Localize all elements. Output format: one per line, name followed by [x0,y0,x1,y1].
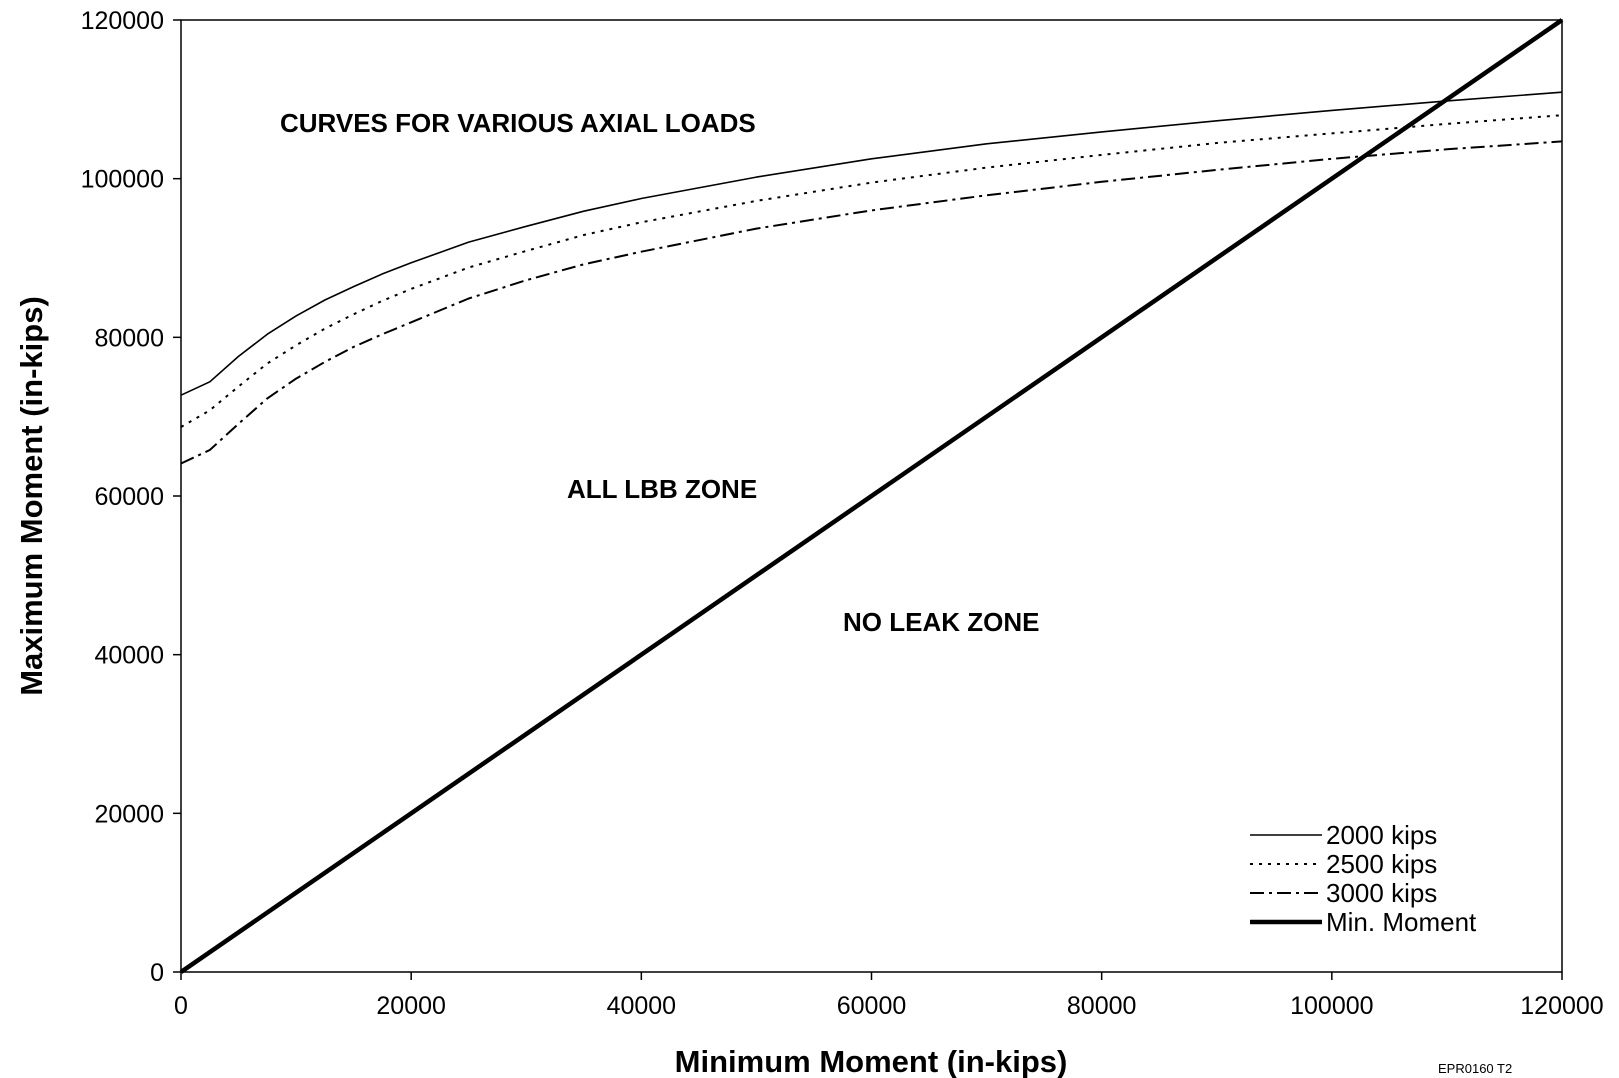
x-tick-label: 20000 [376,992,446,1020]
annotation-curves: CURVES FOR VARIOUS AXIAL LOADS [280,108,756,138]
y-tick-label: 20000 [94,800,164,828]
series-layer [179,18,1564,974]
y-tick-label: 100000 [81,166,164,194]
y-tick-label: 120000 [81,7,164,35]
y-tick-label: 0 [150,959,164,987]
x-tick-label: 40000 [607,992,677,1020]
y-axis-title: Maximum Moment (in-kips) [14,296,49,696]
x-tick-label: 120000 [1520,992,1603,1020]
series-2000-kips [180,91,1563,396]
figure-id: EPR0160 T2 [1438,1061,1512,1076]
annotation-no-leak-zone: NO LEAK ZONE [843,607,1039,637]
legend: 2000 kips 2500 kips 3000 kips Min. Momen… [1250,820,1477,937]
legend-label-2500: 2500 kips [1326,849,1437,879]
x-axis-title: Minimum Moment (in-kips) [675,1044,1068,1078]
series-2500-kips [180,114,1563,428]
x-tick-label: 0 [174,992,188,1020]
series-3000-kips [180,140,1563,465]
y-tick-label: 60000 [94,483,164,511]
x-tick-label: 80000 [1067,992,1137,1020]
series-min-moment [179,18,1564,974]
annotation-all-lbb-zone: ALL LBB ZONE [567,474,757,504]
x-axis-ticks: 0 20000 40000 60000 80000 100000 120000 [174,972,1604,1020]
x-tick-label: 100000 [1290,992,1373,1020]
y-axis-ticks: 0 20000 40000 60000 80000 100000 120000 [81,7,181,987]
y-tick-label: 40000 [94,642,164,670]
x-tick-label: 60000 [837,992,907,1020]
legend-label-2000: 2000 kips [1326,820,1437,850]
legend-label-min-moment: Min. Moment [1326,907,1477,937]
y-tick-label: 80000 [94,324,164,352]
legend-label-3000: 3000 kips [1326,878,1437,908]
